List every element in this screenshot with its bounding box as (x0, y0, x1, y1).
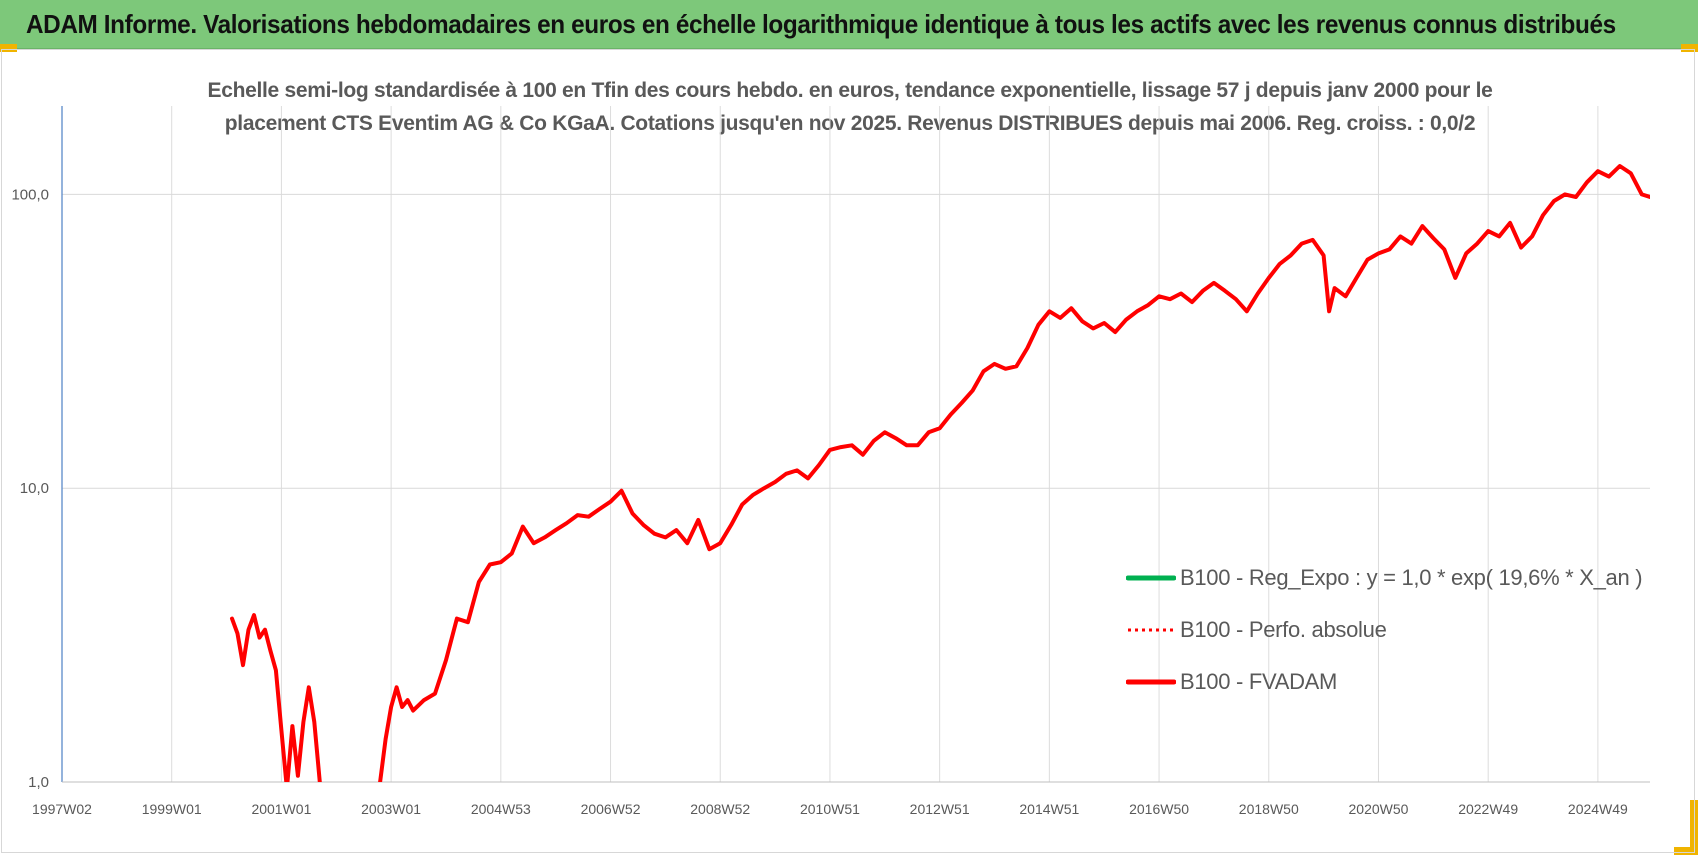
x-tick-label: 2022W49 (1458, 801, 1518, 817)
x-tick-label: 2004W53 (471, 801, 531, 817)
corner-mark-top-right (1681, 44, 1698, 52)
y-tick-label: 10,0 (20, 480, 49, 497)
page-title: ADAM Informe. Valorisations hebdomadaire… (26, 9, 1616, 39)
x-tick-label: 1999W01 (142, 801, 202, 817)
legend-label-perfo: B100 - Perfo. absolue (1180, 617, 1387, 642)
chart-title-line-2: placement CTS Eventim AG & Co KGaA. Cota… (224, 112, 1476, 135)
x-tick-label: 2020W50 (1349, 801, 1409, 817)
legend-label-fvadam: B100 - FVADAM (1180, 669, 1338, 694)
header-banner: ADAM Informe. Valorisations hebdomadaire… (0, 0, 1698, 49)
x-tick-label: 2012W51 (910, 801, 970, 817)
x-tick-label: 2018W50 (1239, 801, 1299, 817)
legend-item-perfo: B100 - Perfo. absolue (1126, 615, 1387, 645)
x-tick-label: 2008W52 (690, 801, 750, 817)
x-tick-label: 2024W49 (1568, 801, 1628, 817)
legend-item-fvadam: B100 - FVADAM (1126, 667, 1337, 697)
x-tick-label: 2014W51 (1019, 801, 1079, 817)
x-tick-label: 2001W01 (251, 801, 311, 817)
y-tick-label: 1,0 (28, 774, 49, 791)
corner-mark-top-left (0, 44, 17, 52)
series-fvadam-line (230, 164, 1650, 782)
chart-frame (1, 49, 1695, 853)
chart-title-line-1: Echelle semi-log standardisée à 100 en T… (207, 79, 1493, 102)
legend-swatch-perfo (1128, 628, 1174, 632)
legend-label-regression: B100 - Reg_Expo : y = 1,0 * exp( 19,6% *… (1180, 565, 1643, 590)
corner-mark-bottom-right-foot (1674, 847, 1698, 855)
chart-title: Echelle semi-log standardisée à 100 en T… (140, 74, 1560, 140)
legend-swatch-regression (1126, 575, 1176, 581)
x-tick-label: 2010W51 (800, 801, 860, 817)
x-tick-label: 2006W52 (581, 801, 641, 817)
x-tick-label: 1997W02 (32, 801, 92, 817)
x-tick-label: 2016W50 (1129, 801, 1189, 817)
x-tick-label: 2003W01 (361, 801, 421, 817)
y-tick-label: 100,0 (11, 186, 49, 203)
legend-swatch-fvadam (1126, 679, 1176, 685)
legend-item-regression: B100 - Reg_Expo : y = 1,0 * exp( 19,6% *… (1126, 563, 1643, 593)
